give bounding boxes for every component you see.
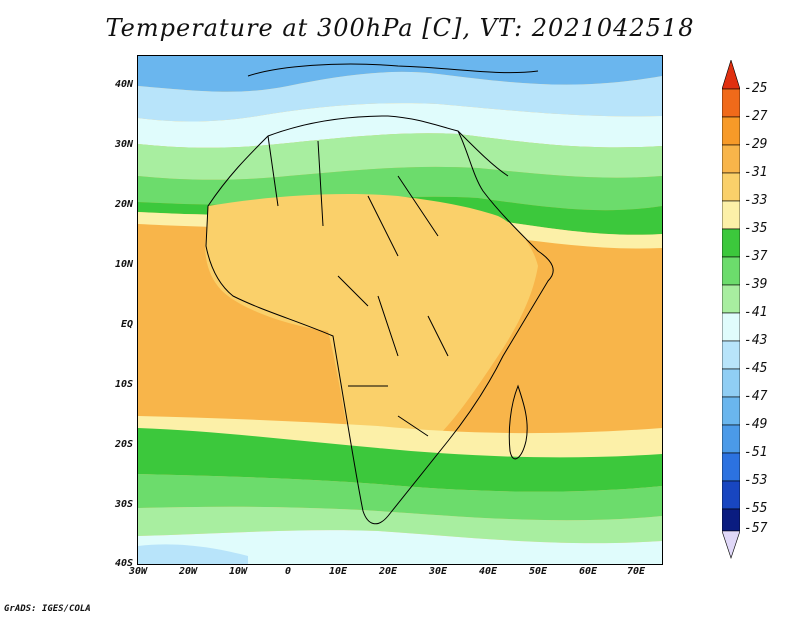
colorbar-label: -41 (744, 305, 768, 320)
colorbar-label: -37 (744, 249, 768, 264)
colorbar-segment (721, 424, 741, 454)
colorbar-segment (721, 480, 741, 510)
colorbar-segment (721, 200, 741, 230)
lat-label: 10N (114, 259, 133, 270)
colorbar-segment (721, 340, 741, 370)
lon-label: 10E (328, 566, 348, 577)
colorbar-segment (721, 228, 741, 258)
lat-label: 30S (114, 499, 133, 510)
colorbar-label: -47 (744, 389, 768, 404)
footer-credit: GrADS: IGES/COLA (4, 604, 91, 614)
colorbar-label: -31 (744, 165, 768, 180)
colorbar-label: -43 (744, 333, 768, 348)
colorbar-segment (721, 144, 741, 174)
band-light-blue-north (138, 71, 662, 122)
lon-label: 20E (378, 566, 398, 577)
lat-label: 40N (114, 79, 133, 90)
lat-label: 40S (114, 558, 133, 569)
lon-label: 10W (228, 566, 248, 577)
colorbar-segment (721, 172, 741, 202)
lat-label: 30N (114, 139, 133, 150)
colorbar-label: -57 (744, 521, 768, 536)
band-green-south (138, 428, 662, 492)
lon-label: 70E (626, 566, 646, 577)
colorbar-segment (721, 508, 741, 532)
coastlines (205, 63, 554, 525)
colorbar-label: -55 (744, 501, 768, 516)
colorbar-bottom-triangle (721, 530, 741, 559)
colorbar-label: -51 (744, 445, 768, 460)
colorbar-label: -35 (744, 221, 768, 236)
temperature-map (138, 56, 662, 564)
lon-label: 20W (178, 566, 198, 577)
colorbar-segment (721, 88, 741, 118)
lon-label: 60E (578, 566, 598, 577)
colorbar-label: -27 (744, 109, 768, 124)
map-title: Temperature at 300hPa [C], VT: 202104251… (105, 14, 695, 42)
colorbar-label: -25 (744, 81, 768, 96)
band-cyan-north (138, 103, 662, 148)
lon-label: 30W (128, 566, 148, 577)
band-cyan-south (138, 530, 662, 564)
colorbar-graphic (721, 58, 741, 559)
lon-label: 50E (528, 566, 548, 577)
colorbar-segment (721, 116, 741, 146)
lon-label: 0 (284, 566, 292, 577)
colorbar-label: -45 (744, 361, 768, 376)
colorbar-segment (721, 312, 741, 342)
colorbar-segment (721, 368, 741, 398)
lon-label: 30E (428, 566, 448, 577)
colorbar-segment (721, 284, 741, 314)
colorbar-segment (721, 256, 741, 286)
band-light-blue-south (138, 544, 248, 564)
colorbar-segment (721, 452, 741, 482)
band-blue-north (138, 56, 662, 92)
colorbar-segment (721, 396, 741, 426)
map-plot-area (137, 55, 663, 565)
colorbar-top-triangle (721, 58, 741, 90)
lat-label: EQ (120, 319, 133, 330)
africa-land-warm (205, 194, 538, 468)
lat-label: 20S (114, 439, 133, 450)
colorbar-label: -39 (744, 277, 768, 292)
band-light-green-south (138, 474, 662, 521)
lat-label: 20N (114, 199, 133, 210)
colorbar-label: -53 (744, 473, 768, 488)
colorbar-label: -33 (744, 193, 768, 208)
colorbar (721, 58, 741, 560)
lon-label: 40E (478, 566, 498, 577)
colorbar-label: -29 (744, 137, 768, 152)
lat-label: 10S (114, 379, 133, 390)
band-pale-south (138, 416, 662, 459)
band-pale-green-south (138, 506, 662, 544)
colorbar-label: -49 (744, 417, 768, 432)
